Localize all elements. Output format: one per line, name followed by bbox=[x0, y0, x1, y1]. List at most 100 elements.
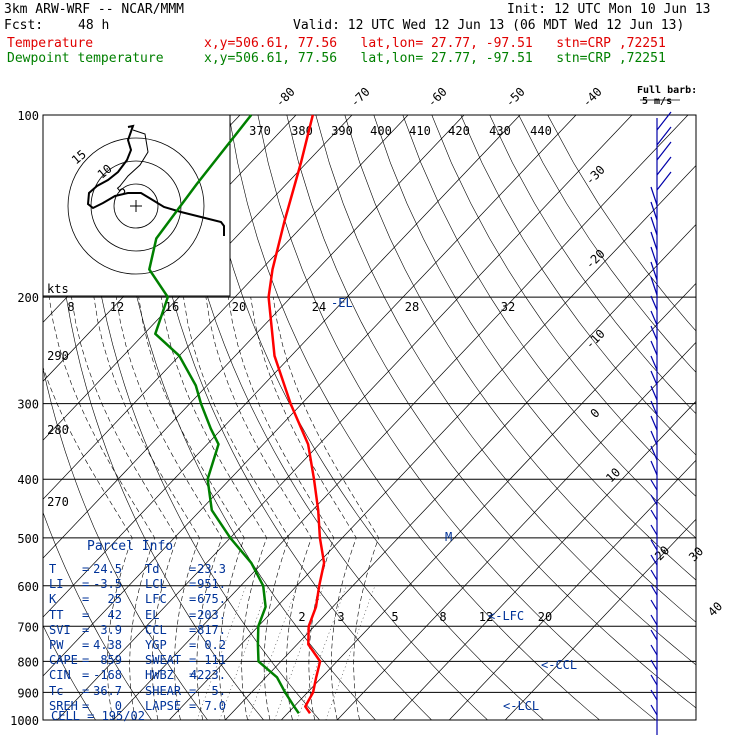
wind-barb bbox=[650, 614, 658, 626]
temperature-profile bbox=[267, 114, 326, 715]
wind-barb bbox=[650, 629, 658, 641]
wind-barb bbox=[650, 385, 658, 401]
temperature-legend: Temperature bbox=[7, 36, 94, 51]
parcel-value-111: 111 bbox=[204, 653, 226, 668]
parcel-value-3.9: 3.9 bbox=[100, 622, 122, 637]
parcel-equals: = bbox=[82, 622, 90, 637]
wind-barb bbox=[650, 569, 658, 581]
lcl-label: <-LCL bbox=[503, 699, 539, 713]
parcel-equals: = bbox=[82, 668, 90, 683]
wind-barb bbox=[650, 494, 658, 506]
temperature-top-label: -40 bbox=[580, 85, 605, 110]
lfc-label: <-LFC bbox=[488, 609, 524, 623]
wind-barb bbox=[650, 479, 658, 491]
el-label: -EL bbox=[331, 296, 353, 310]
dewpoint-station-info: x,y=506.61, 77.56 lat,lon= 27.77, -97.51… bbox=[204, 51, 666, 66]
pressure-label: 1000 bbox=[10, 714, 39, 728]
isotherm-line bbox=[56, 115, 633, 720]
parcel-value--3.5: -3.5 bbox=[93, 577, 122, 592]
dry-adiabat bbox=[489, 115, 696, 415]
dry-adiabat bbox=[199, 115, 544, 720]
hodo-speed-label: 20 bbox=[232, 300, 246, 314]
parcel-label-svi: SVI bbox=[49, 622, 71, 637]
wind-barb bbox=[650, 524, 658, 536]
parcel-value-36.7: 36.7 bbox=[93, 683, 122, 698]
wind-barb bbox=[650, 310, 658, 326]
parcel-value-859: 859 bbox=[100, 653, 122, 668]
pressure-label: 500 bbox=[17, 532, 39, 546]
dewpoint-line bbox=[148, 114, 300, 715]
mixing-ratio-label: 8 bbox=[439, 610, 446, 624]
wind-barb bbox=[650, 445, 658, 461]
wind-barb bbox=[650, 415, 658, 431]
parcel-value-0.2: 0.2 bbox=[204, 638, 226, 652]
parcel-label-pw: PW bbox=[49, 638, 64, 652]
wind-barb bbox=[650, 261, 658, 281]
pressure-label: 900 bbox=[17, 686, 39, 700]
theta-label: 400 bbox=[370, 124, 392, 138]
isotherm-line bbox=[43, 115, 465, 559]
hodograph: 15 10 5 kts bbox=[42, 114, 231, 297]
hodo-speed-label: 32 bbox=[501, 300, 515, 314]
parcel-value--168: -168 bbox=[93, 668, 122, 683]
parcel-label-lcl: LCL bbox=[145, 577, 167, 592]
parcel-equals: = bbox=[82, 592, 90, 607]
parcel-equals: = bbox=[189, 577, 197, 592]
parcel-equals: = bbox=[189, 638, 197, 652]
isotherm-line bbox=[504, 518, 696, 720]
parcel-equals: = bbox=[189, 683, 197, 698]
parcel-label-el: EL bbox=[145, 607, 160, 622]
isotherm-line bbox=[168, 165, 696, 720]
temperature-station-info: x,y=506.61, 77.56 lat,lon= 27.77, -97.51… bbox=[204, 36, 666, 51]
hodo-speed-label: 8 bbox=[67, 300, 74, 314]
forecast-label: Fcst: bbox=[4, 18, 44, 33]
temperature-right-label: 40 bbox=[705, 599, 725, 619]
ccl-label: <-CCL bbox=[541, 658, 577, 672]
parcel-value-7.0: 7.0 bbox=[204, 698, 226, 713]
wind-barb bbox=[650, 704, 658, 716]
wind-barb bbox=[650, 644, 658, 656]
wind-barb bbox=[656, 141, 672, 161]
isotherm-line bbox=[0, 115, 16, 720]
pressure-label: 400 bbox=[17, 473, 39, 487]
pressure-label: 800 bbox=[17, 655, 39, 669]
hodo-speed-label: 12 bbox=[110, 300, 124, 314]
wind-barb bbox=[656, 171, 672, 191]
dry-adiabat bbox=[228, 115, 600, 720]
parcel-equals: = bbox=[82, 683, 90, 698]
temperature-top-label: -50 bbox=[503, 85, 528, 110]
wind-barb bbox=[650, 276, 658, 296]
dry-adiabat bbox=[43, 511, 152, 720]
wind-barb bbox=[650, 370, 658, 386]
isotherm-line bbox=[448, 459, 696, 720]
parcel-label-t: T bbox=[49, 562, 57, 576]
parcel-value-24.5: 24.5 bbox=[93, 562, 122, 576]
pressure-label: 100 bbox=[17, 109, 39, 123]
parcel-value-42: 42 bbox=[107, 607, 122, 622]
theta-label: 410 bbox=[409, 124, 431, 138]
parcel-label-lapse: LAPSE bbox=[145, 698, 182, 713]
parcel-value-951.: 951. bbox=[197, 577, 226, 592]
parcel-value-203.: 203. bbox=[197, 607, 226, 622]
isotherm-line bbox=[43, 115, 353, 441]
parcel-label-tt: TT bbox=[49, 607, 64, 622]
isotherm-line bbox=[280, 282, 696, 720]
wind-barb bbox=[650, 201, 658, 221]
parcel-equals: = bbox=[82, 607, 90, 622]
init-time: Init: 12 UTC Mon 10 Jun 13 bbox=[507, 2, 711, 17]
dry-adiabat bbox=[257, 115, 656, 720]
parcel-equals: = bbox=[189, 653, 197, 668]
theta-label: 390 bbox=[331, 124, 353, 138]
mixing-ratio-label: 3 bbox=[337, 610, 344, 624]
wind-barb bbox=[650, 400, 658, 416]
parcel-value-0: 0 bbox=[114, 698, 122, 713]
wind-key-value: 5 m/s bbox=[642, 96, 672, 107]
wind-barb bbox=[650, 325, 658, 341]
dry-adiabat bbox=[43, 366, 208, 720]
isobars bbox=[42, 114, 697, 721]
wind-barb bbox=[650, 355, 658, 371]
parcel-value-4.38: 4.38 bbox=[93, 638, 122, 652]
mixing-ratio-line bbox=[296, 585, 347, 720]
mixing-ratio-label: 5 bbox=[391, 610, 398, 624]
